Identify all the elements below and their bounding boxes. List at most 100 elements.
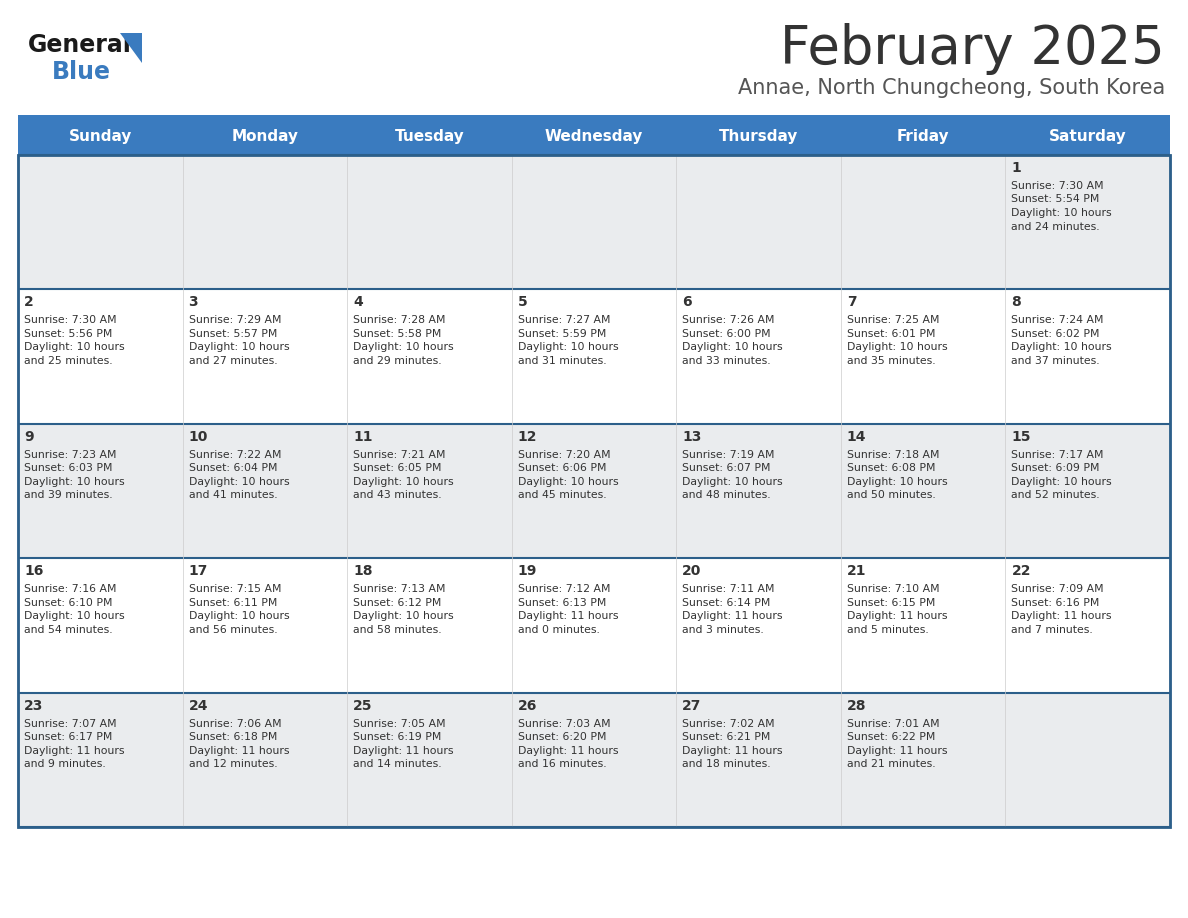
Text: Sunrise: 7:01 AM: Sunrise: 7:01 AM (847, 719, 940, 729)
Bar (183, 289, 347, 424)
Text: Sunrise: 7:15 AM: Sunrise: 7:15 AM (189, 584, 282, 594)
Text: Saturday: Saturday (1049, 129, 1126, 144)
Text: 26: 26 (518, 699, 537, 712)
Text: Sunrise: 7:19 AM: Sunrise: 7:19 AM (682, 450, 775, 460)
Text: Daylight: 11 hours: Daylight: 11 hours (682, 611, 783, 621)
Text: 5: 5 (518, 296, 527, 309)
Polygon shape (120, 33, 143, 63)
Text: Daylight: 10 hours: Daylight: 10 hours (682, 342, 783, 353)
Text: Daylight: 11 hours: Daylight: 11 hours (353, 745, 454, 756)
Text: Sunrise: 7:30 AM: Sunrise: 7:30 AM (24, 316, 116, 325)
Text: Sunset: 6:07 PM: Sunset: 6:07 PM (682, 464, 771, 474)
Text: Sunset: 6:09 PM: Sunset: 6:09 PM (1011, 464, 1100, 474)
Text: 24: 24 (189, 699, 208, 712)
Text: 2: 2 (24, 296, 33, 309)
Text: Daylight: 10 hours: Daylight: 10 hours (24, 611, 125, 621)
Text: Sunset: 6:15 PM: Sunset: 6:15 PM (847, 598, 935, 608)
Text: and 33 minutes.: and 33 minutes. (682, 356, 771, 366)
Text: and 43 minutes.: and 43 minutes. (353, 490, 442, 500)
Text: 8: 8 (1011, 296, 1022, 309)
Text: 17: 17 (189, 565, 208, 578)
Bar (183, 692, 347, 827)
Text: 21: 21 (847, 565, 866, 578)
Bar (676, 155, 841, 289)
Text: Sunset: 6:18 PM: Sunset: 6:18 PM (189, 732, 277, 742)
Text: Daylight: 10 hours: Daylight: 10 hours (24, 476, 125, 487)
Text: Sunset: 6:00 PM: Sunset: 6:00 PM (682, 329, 771, 339)
Text: Sunset: 5:57 PM: Sunset: 5:57 PM (189, 329, 277, 339)
Bar (841, 424, 1005, 558)
Text: and 25 minutes.: and 25 minutes. (24, 356, 113, 366)
Text: Sunrise: 7:05 AM: Sunrise: 7:05 AM (353, 719, 446, 729)
Text: 18: 18 (353, 565, 373, 578)
Bar (676, 289, 841, 424)
Bar (1005, 558, 1170, 692)
Text: Sunrise: 7:16 AM: Sunrise: 7:16 AM (24, 584, 116, 594)
Text: 14: 14 (847, 430, 866, 443)
Bar (18, 692, 183, 827)
Text: Sunset: 6:12 PM: Sunset: 6:12 PM (353, 598, 442, 608)
Text: and 54 minutes.: and 54 minutes. (24, 625, 113, 634)
Text: Daylight: 11 hours: Daylight: 11 hours (24, 745, 125, 756)
Text: and 16 minutes.: and 16 minutes. (518, 759, 606, 769)
Text: General: General (29, 33, 132, 57)
Text: Daylight: 10 hours: Daylight: 10 hours (1011, 342, 1112, 353)
Bar (841, 558, 1005, 692)
Text: Sunrise: 7:25 AM: Sunrise: 7:25 AM (847, 316, 940, 325)
Text: Sunset: 6:05 PM: Sunset: 6:05 PM (353, 464, 442, 474)
Bar (347, 424, 512, 558)
Text: Sunrise: 7:12 AM: Sunrise: 7:12 AM (518, 584, 611, 594)
Text: and 35 minutes.: and 35 minutes. (847, 356, 935, 366)
Bar (1005, 289, 1170, 424)
Text: Sunrise: 7:23 AM: Sunrise: 7:23 AM (24, 450, 116, 460)
Text: Tuesday: Tuesday (394, 129, 465, 144)
Text: Sunrise: 7:11 AM: Sunrise: 7:11 AM (682, 584, 775, 594)
Text: Sunset: 5:54 PM: Sunset: 5:54 PM (1011, 195, 1100, 205)
Text: Sunrise: 7:06 AM: Sunrise: 7:06 AM (189, 719, 282, 729)
Bar (18, 155, 183, 289)
Text: Sunrise: 7:30 AM: Sunrise: 7:30 AM (1011, 181, 1104, 191)
Text: 6: 6 (682, 296, 691, 309)
Text: Sunrise: 7:02 AM: Sunrise: 7:02 AM (682, 719, 775, 729)
Text: and 18 minutes.: and 18 minutes. (682, 759, 771, 769)
Text: Daylight: 10 hours: Daylight: 10 hours (847, 476, 948, 487)
Text: Sunrise: 7:27 AM: Sunrise: 7:27 AM (518, 316, 611, 325)
Text: Sunset: 6:20 PM: Sunset: 6:20 PM (518, 732, 606, 742)
Text: and 27 minutes.: and 27 minutes. (189, 356, 277, 366)
Text: Daylight: 11 hours: Daylight: 11 hours (682, 745, 783, 756)
Text: and 29 minutes.: and 29 minutes. (353, 356, 442, 366)
Text: Daylight: 11 hours: Daylight: 11 hours (847, 611, 947, 621)
Text: Blue: Blue (52, 60, 110, 84)
Text: Sunrise: 7:26 AM: Sunrise: 7:26 AM (682, 316, 775, 325)
Text: and 12 minutes.: and 12 minutes. (189, 759, 277, 769)
Text: 1: 1 (1011, 161, 1022, 175)
Text: 16: 16 (24, 565, 44, 578)
Text: Sunset: 6:08 PM: Sunset: 6:08 PM (847, 464, 935, 474)
Text: 23: 23 (24, 699, 44, 712)
Text: Daylight: 10 hours: Daylight: 10 hours (353, 342, 454, 353)
Text: Sunset: 6:04 PM: Sunset: 6:04 PM (189, 464, 277, 474)
Text: Daylight: 10 hours: Daylight: 10 hours (518, 342, 618, 353)
Bar (512, 558, 676, 692)
Text: Daylight: 10 hours: Daylight: 10 hours (353, 611, 454, 621)
Bar (676, 558, 841, 692)
Text: Sunset: 6:19 PM: Sunset: 6:19 PM (353, 732, 442, 742)
Bar (18, 558, 183, 692)
Bar (512, 692, 676, 827)
Bar (841, 155, 1005, 289)
Bar (183, 558, 347, 692)
Bar (18, 155, 1170, 827)
Bar (1005, 155, 1170, 289)
Text: and 5 minutes.: and 5 minutes. (847, 625, 929, 634)
Bar (347, 692, 512, 827)
Bar (347, 289, 512, 424)
Bar (841, 692, 1005, 827)
Text: and 21 minutes.: and 21 minutes. (847, 759, 935, 769)
Text: and 31 minutes.: and 31 minutes. (518, 356, 606, 366)
Text: Sunset: 6:01 PM: Sunset: 6:01 PM (847, 329, 935, 339)
Text: Sunset: 6:06 PM: Sunset: 6:06 PM (518, 464, 606, 474)
Text: Daylight: 11 hours: Daylight: 11 hours (518, 611, 618, 621)
Text: 15: 15 (1011, 430, 1031, 443)
Text: Sunset: 6:16 PM: Sunset: 6:16 PM (1011, 598, 1100, 608)
Text: and 0 minutes.: and 0 minutes. (518, 625, 600, 634)
